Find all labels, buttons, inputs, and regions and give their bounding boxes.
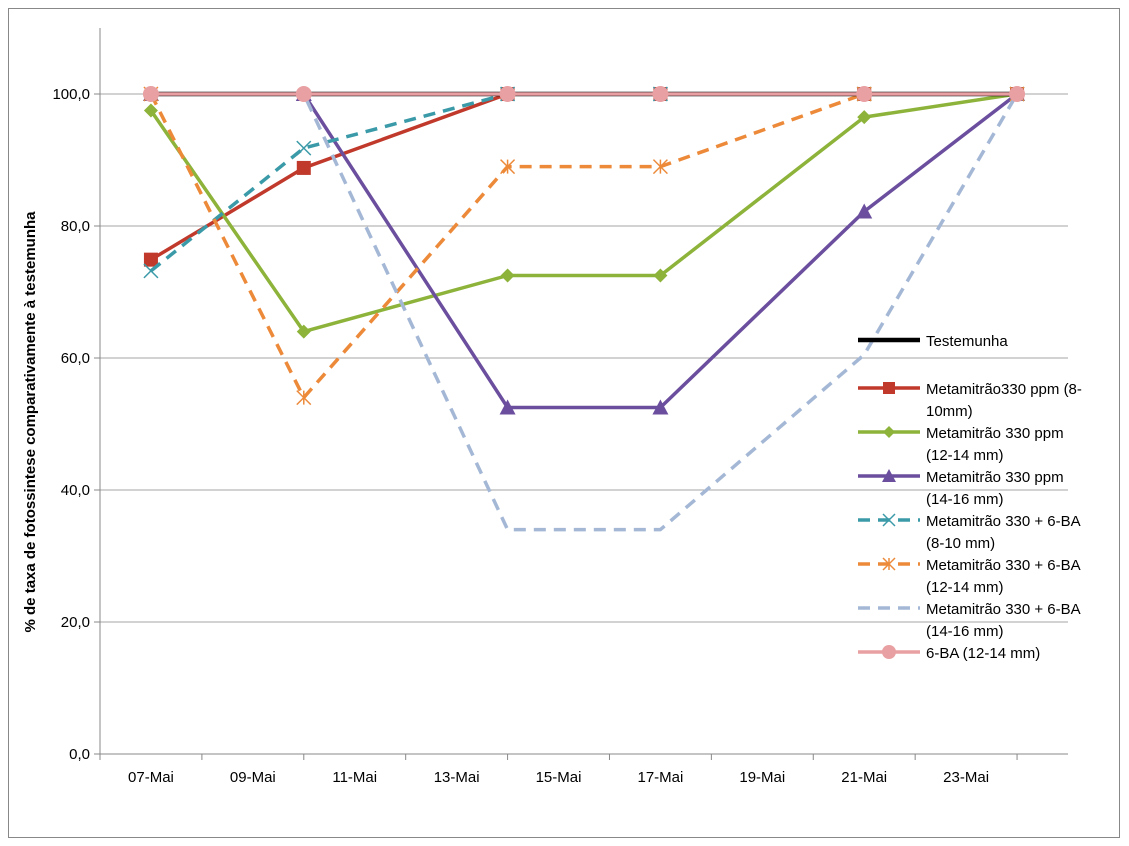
marker-diamond (296, 324, 311, 339)
marker-circle (295, 86, 312, 102)
legend-label: Testemunha (926, 333, 1008, 350)
series-2 (143, 87, 1025, 339)
gridlines (100, 93, 1068, 623)
x-tick-label: 15-Mai (536, 769, 582, 786)
legend-label: Metamitrão 330 ppm (926, 469, 1064, 486)
legend-entry: Metamitrão 330 ppm (14-16 mm) (858, 469, 1064, 508)
marker-star (500, 159, 516, 175)
marker-triangle (856, 203, 873, 219)
marker-square (883, 382, 895, 394)
marker-star (296, 390, 312, 406)
series-line (149, 92, 1018, 400)
legend-label: (12-14 mm) (926, 579, 1004, 596)
legend-entry: Testemunha (858, 333, 1008, 350)
marker-x (143, 263, 159, 279)
series-7 (142, 86, 1026, 102)
legend-entry: Metamitrão 330 ppm (12-14 mm) (858, 425, 1064, 464)
marker-square (296, 160, 311, 175)
marker-diamond (653, 268, 668, 283)
x-tick-label: 13-Mai (434, 769, 480, 786)
legend-entry: 6-BA (12-14 mm) (858, 645, 1040, 662)
marker-x-stroke (143, 263, 159, 279)
marker-circle (142, 86, 159, 102)
x-tick-label: 07-Mai (128, 769, 174, 786)
legend-label: 10mm) (926, 403, 973, 420)
marker-diamond (883, 426, 895, 438)
y-tick-label: 40,0 (61, 482, 90, 499)
legend-label: Metamitrão 330 + 6-BA (926, 513, 1081, 530)
marker-triangle (882, 469, 896, 482)
legend-label: (14-16 mm) (926, 623, 1004, 640)
marker-x (296, 140, 312, 156)
legend-label: Metamitrão 330 + 6-BA (926, 557, 1081, 574)
legend-label: 6-BA (12-14 mm) (926, 645, 1040, 662)
marker-square (143, 252, 158, 267)
marker-x-stroke (882, 513, 896, 527)
series-line (150, 92, 1019, 532)
series-6 (150, 92, 1019, 532)
series-4 (143, 86, 1025, 279)
chart-frame (8, 8, 1120, 838)
y-tick-label: 80,0 (61, 218, 90, 235)
marker-diamond (857, 110, 872, 125)
marker-x-stroke (296, 140, 312, 156)
legend-entry: Metamitrão330 ppm (8- 10mm) (858, 381, 1082, 420)
marker-circle (882, 645, 896, 659)
legend-label: (12-14 mm) (926, 447, 1004, 464)
x-tick-label: 17-Mai (637, 769, 683, 786)
y-tick-label: 100,0 (52, 86, 90, 103)
series-3 (142, 86, 1026, 415)
y-tick-label: 0,0 (69, 746, 90, 763)
series-5 (143, 86, 1025, 406)
marker-triangle (499, 399, 516, 415)
legend-label: Metamitrão 330 ppm (926, 425, 1064, 442)
marker-circle (856, 86, 873, 102)
y-axis-label: % de taxa de fotossintese comparativamen… (22, 211, 39, 633)
x-tick-label: 09-Mai (230, 769, 276, 786)
marker-diamond (143, 103, 158, 118)
marker-diamond (500, 268, 515, 283)
x-tick-label: 23-Mai (943, 769, 989, 786)
series-line (149, 92, 1018, 334)
legend-entry: Metamitrão 330 + 6-BA (12-14 mm) (858, 557, 1081, 596)
legend-label: Metamitrão 330 + 6-BA (926, 601, 1081, 618)
legend-entry: Metamitrão 330 + 6-BA (8-10 mm) (858, 513, 1081, 552)
legend-label: (14-16 mm) (926, 491, 1004, 508)
y-tick-label: 60,0 (61, 350, 90, 367)
legend-label: Metamitrão330 ppm (8- (926, 381, 1082, 398)
legend-label: (8-10 mm) (926, 535, 995, 552)
y-tick-label: 20,0 (61, 614, 90, 631)
marker-x (882, 513, 896, 527)
marker-circle (499, 86, 516, 102)
axes: 0,0 20,0 40,0 60,0 80,0 100,0 07-Mai 09-Mai 11-M… (52, 28, 1068, 786)
marker-star (652, 159, 668, 175)
x-tick-label: 19-Mai (739, 769, 785, 786)
marker-triangle (652, 399, 669, 415)
marker-circle (652, 86, 669, 102)
legend-entry: Metamitrão 330 + 6-BA (14-16 mm) (858, 601, 1081, 640)
series-line (150, 92, 1018, 262)
series-lines (142, 86, 1026, 532)
marker-circle (1009, 86, 1026, 102)
x-tick-label: 11-Mai (332, 769, 377, 786)
x-tick-label: 21-Mai (841, 769, 887, 786)
marker-star (882, 557, 896, 571)
series-line (150, 92, 1019, 410)
